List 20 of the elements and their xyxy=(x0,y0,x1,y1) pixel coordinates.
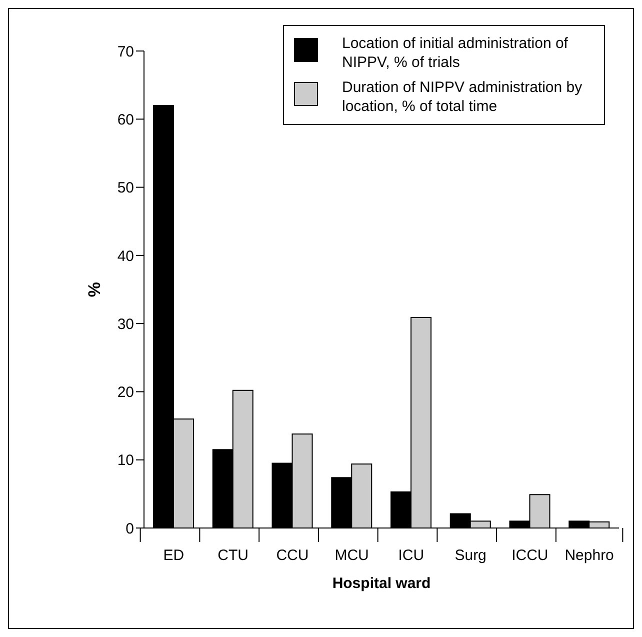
y-axis-title: % xyxy=(85,282,104,298)
x-tick-label: Surg xyxy=(454,547,486,564)
x-tick-label: Nephro xyxy=(564,547,614,564)
y-tick-label: 50 xyxy=(117,180,134,197)
y-tick-label: 60 xyxy=(117,111,134,128)
legend-label: Duration of NIPPV administration by location, % of total time xyxy=(342,78,584,116)
y-tick-label: 20 xyxy=(117,384,134,402)
legend-label: Location of initial administration of NIPPV, % of trials xyxy=(342,34,569,72)
y-tick-label: 10 xyxy=(117,452,134,470)
x-tick-label: CCU xyxy=(276,547,309,564)
x-axis-title: Hospital ward xyxy=(332,575,431,592)
y-tick-label: 70 xyxy=(117,43,134,60)
x-tick-label: CTU xyxy=(218,547,248,564)
y-tick-label: 30 xyxy=(117,316,134,333)
y-tick-label: 40 xyxy=(117,248,134,265)
x-tick-label: ICCU xyxy=(512,547,548,564)
x-tick-label: ED xyxy=(163,547,184,564)
x-tick-label: MCU xyxy=(334,547,369,564)
y-tick-label: 0 xyxy=(126,520,134,538)
x-tick-label: ICU xyxy=(398,547,424,564)
